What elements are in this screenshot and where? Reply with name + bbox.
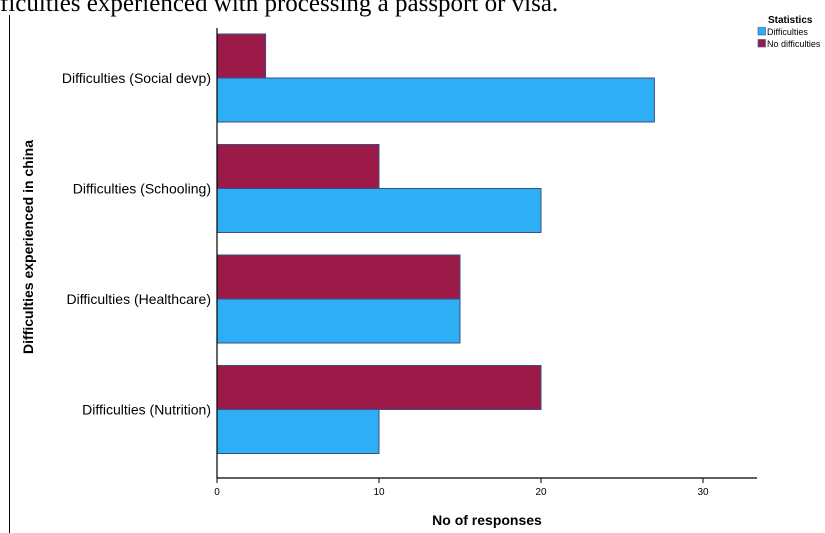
category-label: Difficulties (Social devp) (62, 70, 211, 86)
legend-swatch-difficulties (757, 27, 766, 36)
x-tick-label: 20 (535, 487, 547, 498)
bar-no-difficulties-difficulties-social-devp (216, 33, 267, 79)
y-axis-title: Difficulties experienced in china (20, 140, 36, 354)
legend-title: Statistics (768, 15, 813, 26)
bar-difficulties-difficulties-healthcare (216, 298, 461, 344)
figure-caption: ficulties experienced with processing a … (0, 0, 559, 17)
legend: Statistics Difficulties No difficulties (757, 15, 821, 49)
bar-difficulties-difficulties-schooling (216, 188, 542, 233)
category-label: Difficulties (Healthcare) (67, 291, 211, 307)
x-tick-label: 30 (697, 487, 709, 498)
bar-no-difficulties-difficulties-schooling (216, 144, 380, 189)
x-tick-label: 10 (373, 487, 385, 498)
bar-difficulties-difficulties-nutrition (216, 409, 380, 454)
legend-swatch-no-difficulties (757, 39, 766, 48)
bar-no-difficulties-difficulties-nutrition (216, 365, 542, 410)
legend-label-no-difficulties: No difficulties (767, 39, 821, 49)
bar-difficulties-difficulties-social-devp (216, 77, 655, 123)
category-label: Difficulties (Schooling) (73, 181, 211, 197)
bar-no-difficulties-difficulties-healthcare (216, 254, 461, 300)
x-axis-title: No of responses (432, 512, 542, 528)
category-label: Difficulties (Nutrition) (82, 402, 211, 418)
x-tick-label: 0 (214, 487, 220, 498)
legend-label-difficulties: Difficulties (767, 27, 808, 37)
frame-border (9, 15, 10, 533)
